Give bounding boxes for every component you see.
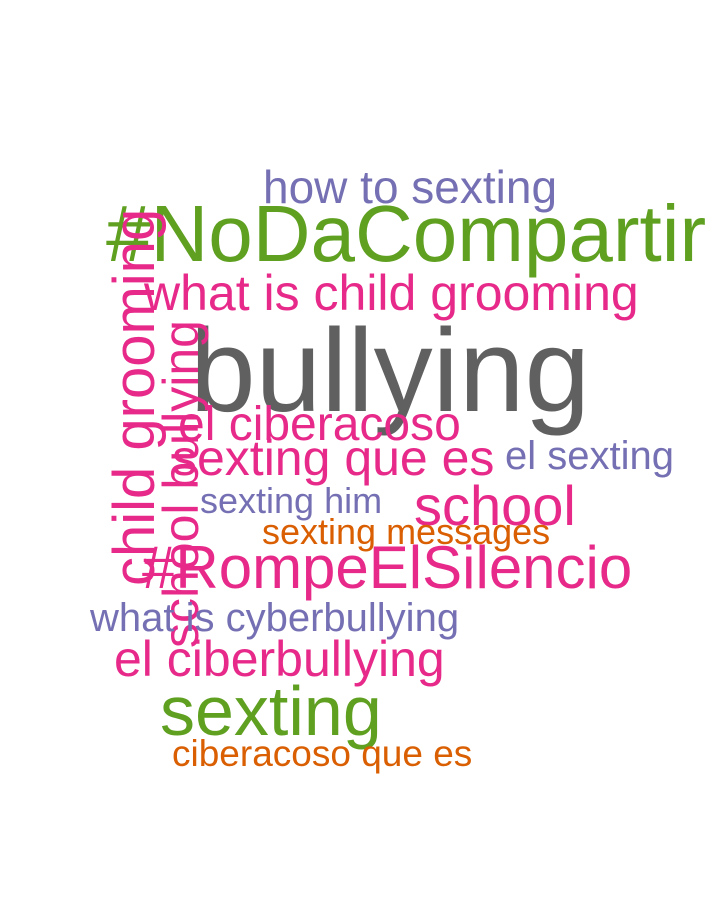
word-what-is-child-grooming: what is child grooming [144, 265, 639, 321]
word-school: school [414, 474, 576, 537]
word-ciberacoso-que-es: ciberacoso que es [172, 733, 473, 774]
word-nodacompartir: #NoDaCompartir [106, 189, 707, 278]
word-el-ciberbullying: el ciberbullying [114, 631, 445, 687]
word-sexting-him: sexting him [200, 480, 383, 521]
word-how-to-sexting: how to sexting [263, 161, 558, 213]
word-sexting-messages: sexting messages [262, 511, 551, 552]
word-bullying: bullying [190, 305, 591, 437]
word-rompeelsilencio: #RompeElSilencio [142, 534, 633, 601]
word-sexting-que-es: sexting que es [172, 430, 495, 486]
word-sexting: sexting [160, 672, 382, 750]
word-el-sexting: el sexting [505, 434, 674, 478]
word-el-ciberacoso: el ciberacoso [178, 398, 461, 451]
word-what-is-cyberbullying: what is cyberbullying [90, 596, 460, 640]
